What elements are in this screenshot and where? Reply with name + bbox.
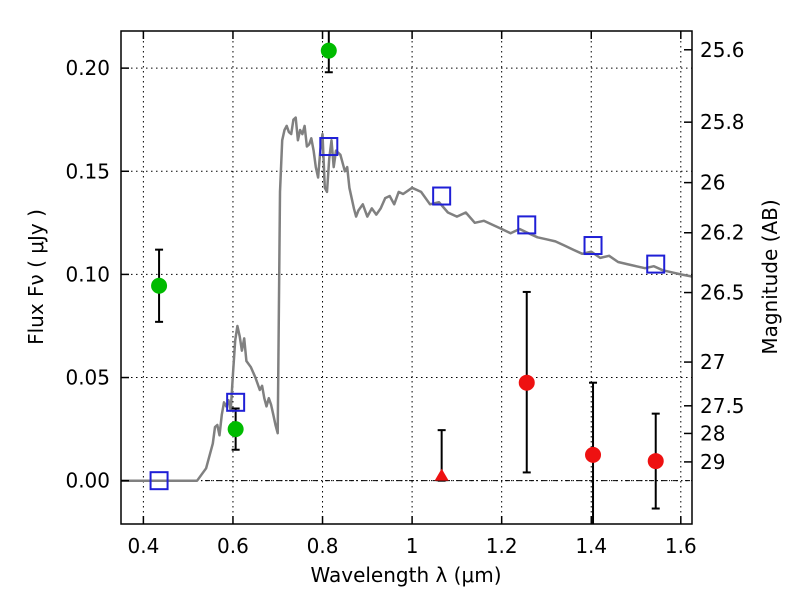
right-axis-label: Magnitude (AB): [758, 199, 782, 354]
y-axis-label: Flux Fν ( μJy ): [24, 209, 48, 345]
right-tick-label: 26.5: [700, 281, 745, 305]
model-photometry-square: [583, 236, 603, 256]
grid-lines: [121, 31, 692, 524]
right-tick-label: 28: [700, 421, 725, 445]
x-axis-label: Wavelength λ (μm): [310, 563, 501, 587]
axis-ticks: 0.4 0.6 0.8 1 1.2 1.4 1.6 0.00 0.05 0.10 0.15 0.20 2…: [65, 31, 745, 558]
x-tick-label: 0.8: [307, 534, 339, 558]
model-photometry-square: [432, 186, 452, 206]
x-tick-label: 1.2: [486, 534, 518, 558]
right-tick-label: 29: [700, 450, 725, 474]
x-tick-label: 1.6: [665, 534, 697, 558]
y-tick-label: 0.00: [65, 469, 110, 493]
model-spectrum-line: [121, 116, 693, 482]
y-tick-label: 0.15: [65, 159, 110, 183]
plot-frame: [120, 30, 693, 525]
y-tick-label: 0.10: [65, 262, 110, 286]
model-spectrum: [121, 116, 693, 482]
y-tick-label: 0.05: [65, 366, 110, 390]
x-tick-label: 0.6: [217, 534, 249, 558]
model-photometry-square: [646, 254, 666, 274]
hst-optical-point: [151, 277, 168, 294]
model-photometry-square: [226, 392, 246, 412]
hst-optical-point: [320, 42, 337, 59]
x-tick-label: 1: [406, 534, 419, 558]
model-photometry-square: [149, 471, 169, 491]
upper-limit-triangle: [434, 468, 449, 481]
nir-point: [647, 453, 664, 470]
x-tick-label: 0.4: [127, 534, 159, 558]
right-tick-label: 25.6: [700, 38, 745, 62]
right-tick-label: 27.5: [700, 394, 745, 418]
right-tick-label: 26: [700, 171, 725, 195]
right-tick-label: 27: [700, 350, 725, 374]
hst-optical-point: [227, 421, 244, 438]
nir-point: [518, 374, 535, 391]
right-tick-label: 26.2: [700, 221, 745, 245]
model-photometry-square: [517, 215, 537, 235]
right-tick-label: 25.8: [700, 110, 745, 134]
data-points: [149, 31, 666, 524]
y-tick-label: 0.20: [65, 56, 110, 80]
nir-point: [585, 446, 602, 463]
model-photometry-square: [319, 137, 339, 157]
x-tick-label: 1.4: [575, 534, 607, 558]
